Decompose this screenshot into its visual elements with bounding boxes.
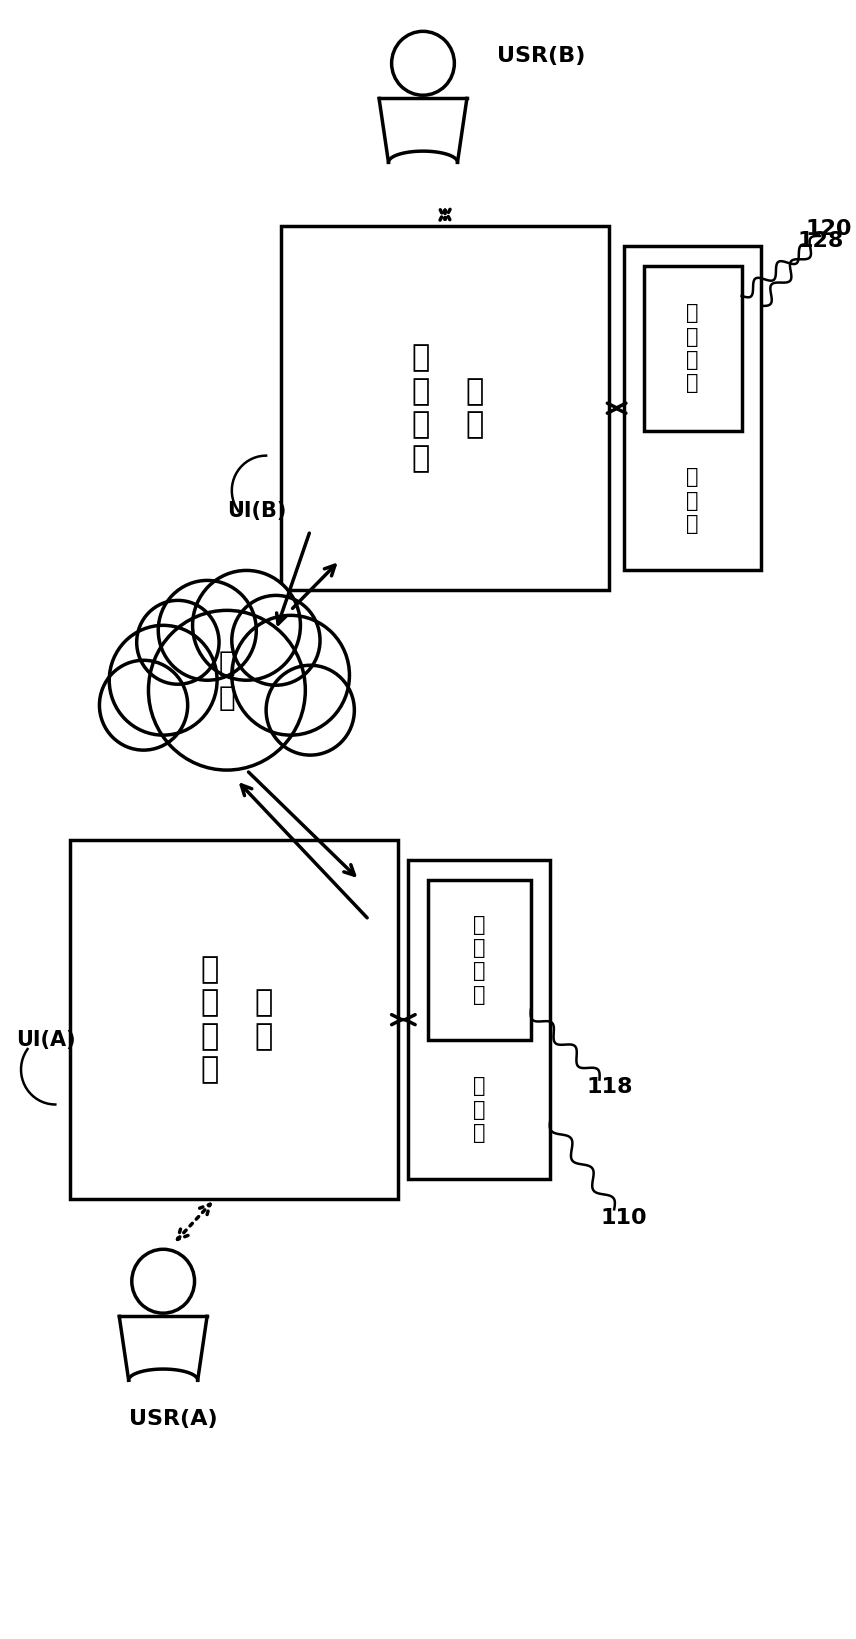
Circle shape xyxy=(137,600,219,683)
Bar xyxy=(408,860,550,1180)
Text: 刻
录
器: 刻 录 器 xyxy=(687,467,698,534)
Circle shape xyxy=(266,665,354,756)
Text: 接
口
电
路: 接 口 电 路 xyxy=(473,915,485,1005)
Text: 接
口
电
路: 接 口 电 路 xyxy=(687,303,698,393)
Text: UI(B): UI(B) xyxy=(227,500,286,521)
Text: USR(A): USR(A) xyxy=(128,1410,217,1429)
Text: USR(B): USR(B) xyxy=(496,46,585,66)
Text: 120: 120 xyxy=(805,220,852,239)
Text: 编
码
器: 编 码 器 xyxy=(473,1077,485,1142)
Text: 网
络: 网 络 xyxy=(218,649,235,711)
Text: 128: 128 xyxy=(798,231,844,251)
Bar xyxy=(281,226,609,590)
Circle shape xyxy=(232,595,320,685)
Circle shape xyxy=(99,661,187,751)
Circle shape xyxy=(148,610,306,770)
Text: 110: 110 xyxy=(600,1208,647,1228)
Text: 118: 118 xyxy=(586,1077,633,1096)
Circle shape xyxy=(158,580,256,680)
Bar xyxy=(644,266,741,431)
Text: 接
口
装
置: 接 口 装 置 xyxy=(200,956,219,1085)
Bar xyxy=(624,246,761,570)
Bar xyxy=(428,880,531,1039)
Circle shape xyxy=(232,615,349,736)
Bar xyxy=(70,839,399,1200)
Text: UI(A): UI(A) xyxy=(16,1029,75,1049)
Circle shape xyxy=(193,570,300,680)
Circle shape xyxy=(110,626,217,736)
Text: 用
户: 用 户 xyxy=(466,377,484,439)
Text: 用
户: 用 户 xyxy=(254,988,273,1051)
Text: 接
口
装
置: 接 口 装 置 xyxy=(412,343,430,474)
